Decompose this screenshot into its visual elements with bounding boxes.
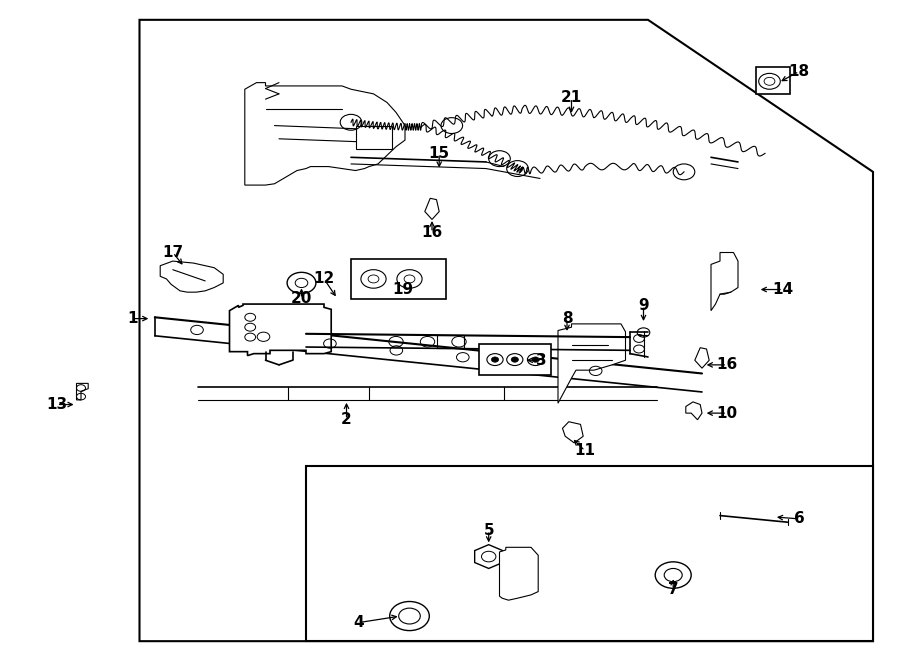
Bar — [351, 259, 446, 299]
Bar — [479, 344, 551, 375]
Polygon shape — [500, 547, 538, 600]
Circle shape — [511, 357, 518, 362]
Text: 16: 16 — [421, 225, 443, 240]
Text: 5: 5 — [483, 523, 494, 537]
Bar — [306, 466, 873, 641]
Polygon shape — [686, 402, 702, 420]
Polygon shape — [160, 261, 223, 292]
Text: 11: 11 — [574, 444, 596, 458]
Text: 3: 3 — [536, 353, 547, 368]
Text: 6: 6 — [794, 512, 805, 526]
Text: 9: 9 — [638, 298, 649, 313]
Polygon shape — [558, 324, 626, 403]
Text: 21: 21 — [561, 91, 582, 105]
Text: 10: 10 — [716, 406, 738, 420]
Text: 18: 18 — [788, 64, 810, 79]
Text: 7: 7 — [668, 582, 679, 597]
Text: 19: 19 — [392, 282, 414, 297]
Text: 2: 2 — [341, 412, 352, 427]
Text: 17: 17 — [162, 245, 184, 260]
Bar — [356, 126, 392, 149]
Text: 13: 13 — [46, 397, 68, 412]
Polygon shape — [76, 383, 88, 400]
Text: 15: 15 — [428, 146, 450, 161]
Text: 12: 12 — [313, 272, 335, 286]
Circle shape — [491, 357, 499, 362]
Text: 20: 20 — [291, 292, 312, 306]
Polygon shape — [140, 20, 873, 641]
Polygon shape — [474, 545, 503, 568]
Bar — [756, 67, 790, 94]
Text: 4: 4 — [353, 615, 364, 630]
Polygon shape — [425, 198, 439, 219]
Polygon shape — [562, 422, 583, 443]
Text: 8: 8 — [562, 311, 572, 326]
Circle shape — [532, 357, 539, 362]
Text: 16: 16 — [716, 358, 738, 372]
Text: 14: 14 — [772, 282, 794, 297]
Text: 1: 1 — [127, 311, 138, 326]
Polygon shape — [695, 348, 709, 368]
Polygon shape — [245, 83, 405, 185]
Polygon shape — [711, 253, 738, 311]
Polygon shape — [230, 304, 331, 356]
